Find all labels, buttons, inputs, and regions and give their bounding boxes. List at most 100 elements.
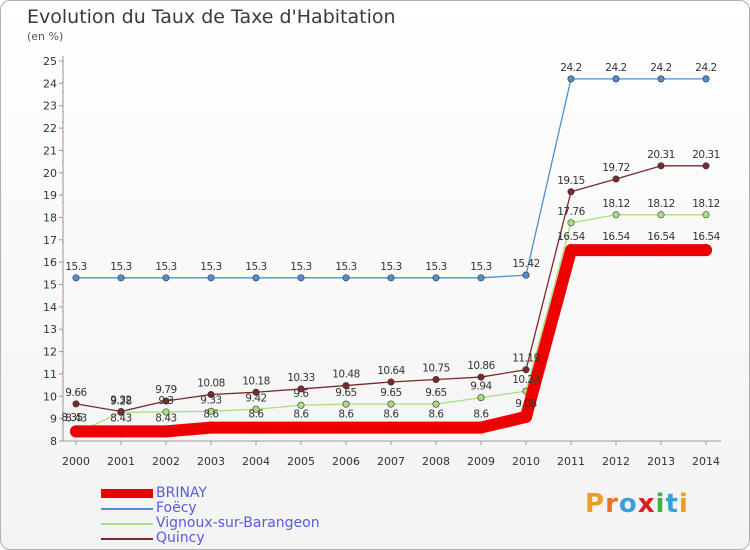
data-point xyxy=(385,421,397,434)
data-point xyxy=(117,274,125,282)
y-tick-label: 21 xyxy=(43,144,57,157)
data-point xyxy=(430,421,442,434)
data-label: 10.64 xyxy=(377,365,405,377)
data-point xyxy=(432,376,440,384)
data-label: 8.6 xyxy=(428,409,444,421)
data-point xyxy=(207,391,215,399)
data-label: 16.54 xyxy=(557,231,585,243)
data-label: 15.3 xyxy=(380,261,401,273)
x-tick-label: 2000 xyxy=(62,455,90,468)
data-label: 9.79 xyxy=(155,384,176,396)
data-point xyxy=(297,274,305,282)
data-label: 10.48 xyxy=(332,369,360,381)
data-point xyxy=(567,188,575,196)
data-label: 24.2 xyxy=(695,62,716,74)
x-tick-label: 2007 xyxy=(377,455,405,468)
data-label: 9.66 xyxy=(65,387,87,399)
logo-letter: P xyxy=(585,489,606,519)
y-tick-label: 20 xyxy=(43,167,57,180)
x-tick-label: 2014 xyxy=(692,455,720,468)
data-point xyxy=(567,219,575,227)
x-tick-label: 2010 xyxy=(512,455,540,468)
data-point xyxy=(520,410,532,423)
data-label: 9.94 xyxy=(470,381,492,393)
data-label: 9.6 xyxy=(293,388,309,400)
data-point xyxy=(115,425,127,438)
data-point xyxy=(162,408,170,416)
data-label: 9.65 xyxy=(335,387,356,399)
data-point xyxy=(72,400,80,408)
data-label: 8.6 xyxy=(203,409,219,421)
data-label: 18.12 xyxy=(602,198,630,210)
data-label: 8.6 xyxy=(293,409,309,421)
data-point xyxy=(252,274,260,282)
data-point xyxy=(702,211,710,219)
data-point xyxy=(295,421,307,434)
proxiti-logo: Proxiti xyxy=(585,489,689,519)
logo-letter: i xyxy=(678,489,689,519)
x-tick-label: 2005 xyxy=(287,455,315,468)
y-tick-label: 11 xyxy=(43,368,57,381)
data-point xyxy=(162,397,170,405)
data-point xyxy=(522,271,530,279)
data-point xyxy=(522,366,530,374)
y-tick-label: 19 xyxy=(43,189,57,202)
data-point xyxy=(567,75,575,83)
data-label: 8.35 xyxy=(61,412,82,424)
data-point xyxy=(702,162,710,170)
y-tick-label: 15 xyxy=(43,279,57,292)
data-point xyxy=(342,400,350,408)
y-tick-label: 23 xyxy=(43,100,57,113)
x-tick-label: 2001 xyxy=(107,455,135,468)
x-tick-label: 2013 xyxy=(647,455,675,468)
y-tick-label: 12 xyxy=(43,346,57,359)
data-point xyxy=(205,421,217,434)
data-label: 9.65 xyxy=(425,387,446,399)
y-tick-label: 25 xyxy=(43,55,57,68)
x-tick-label: 2012 xyxy=(602,455,630,468)
data-label: 9.65 xyxy=(380,387,401,399)
data-label: 10.33 xyxy=(287,372,315,384)
data-label: 16.54 xyxy=(692,231,720,243)
logo-letter: r xyxy=(605,489,619,519)
x-tick-label: 2009 xyxy=(467,455,495,468)
legend-label-vignoux: Vignoux-sur-Barangeon xyxy=(156,515,320,531)
data-label: 24.2 xyxy=(650,62,671,74)
data-label: 15.42 xyxy=(512,258,540,270)
y-tick-label: 18 xyxy=(43,211,57,224)
legend-swatch-brinay xyxy=(101,489,153,498)
data-label: 15.3 xyxy=(65,261,86,273)
y-tick-label: 17 xyxy=(43,234,57,247)
data-label: 9.33 xyxy=(200,394,221,406)
data-point xyxy=(657,75,665,83)
data-label: 9.08 xyxy=(515,398,536,410)
logo-letter: i xyxy=(655,489,666,519)
logo-letter: x xyxy=(637,489,656,519)
data-label: 10.18 xyxy=(242,375,270,387)
data-point xyxy=(657,211,665,219)
data-label: 17.76 xyxy=(557,206,585,218)
data-point xyxy=(72,274,80,282)
x-tick-label: 2008 xyxy=(422,455,450,468)
x-tick-label: 2011 xyxy=(557,455,585,468)
data-label: 10.75 xyxy=(422,363,450,375)
data-label: 9.28 xyxy=(110,395,131,407)
data-point xyxy=(565,244,577,257)
legend-label-quincy: Quincy xyxy=(156,530,205,546)
legend-label-brinay: BRINAY xyxy=(156,485,207,501)
data-label: 9.32 xyxy=(110,394,131,406)
data-label: 15.3 xyxy=(155,261,176,273)
data-label: 15.3 xyxy=(200,261,221,273)
data-label: 16.54 xyxy=(602,231,630,243)
data-label: 19.15 xyxy=(557,175,585,187)
data-label: 10.08 xyxy=(197,378,225,390)
x-tick-label: 2002 xyxy=(152,455,180,468)
data-point xyxy=(250,421,262,434)
data-point xyxy=(612,175,620,183)
data-point xyxy=(340,421,352,434)
y-axis-unit: (en %) xyxy=(27,30,64,43)
y-tick-label: 8 xyxy=(50,435,57,448)
data-label: 8.43 xyxy=(155,412,176,424)
data-point xyxy=(342,274,350,282)
